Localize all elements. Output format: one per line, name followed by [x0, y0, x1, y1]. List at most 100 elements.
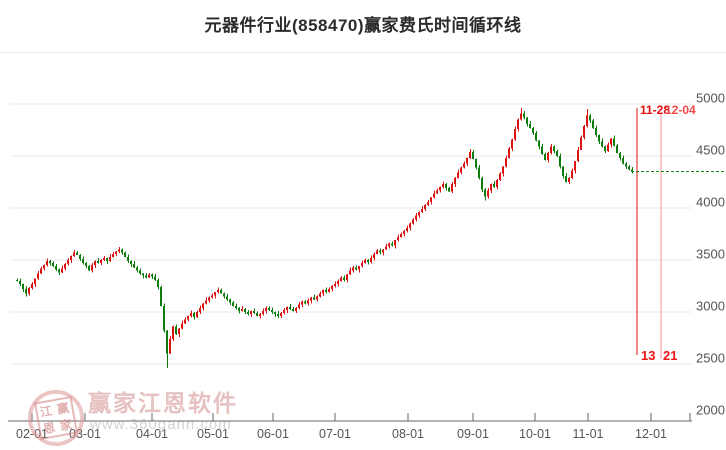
candle-body — [160, 287, 162, 306]
candle-wick — [143, 273, 144, 279]
candle-body — [454, 177, 456, 185]
candle-body — [616, 145, 618, 153]
candle-body — [148, 274, 150, 278]
candle-body — [109, 256, 111, 262]
candle-body — [610, 138, 612, 145]
candle-body — [310, 297, 312, 301]
candle-body — [538, 140, 540, 147]
x-axis-label: 02-01 — [16, 427, 48, 441]
candle-body — [25, 289, 27, 294]
candle-body — [598, 135, 600, 142]
candle-body — [328, 289, 330, 293]
candle-body — [172, 326, 174, 340]
candle-body — [163, 305, 165, 331]
candle-body — [619, 152, 621, 159]
candle-body — [631, 169, 633, 172]
candle-body — [481, 177, 483, 190]
candle-body — [505, 158, 507, 167]
candle-body — [325, 290, 327, 293]
candle-body — [139, 270, 141, 274]
candle-body — [124, 252, 126, 257]
candle-body — [214, 292, 216, 296]
candle-body — [193, 313, 195, 318]
candle-body — [217, 290, 219, 293]
candle-body — [613, 138, 615, 146]
candle-body — [16, 279, 18, 281]
candle-body — [349, 270, 351, 275]
candle-body — [118, 249, 120, 252]
candle-body — [301, 301, 303, 305]
candle-body — [145, 275, 147, 278]
candle-body — [115, 251, 117, 254]
x-axis-label: 05-01 — [197, 427, 229, 441]
candle-body — [421, 209, 423, 213]
candle-body — [76, 252, 78, 255]
candle-body — [31, 283, 33, 289]
candle-body — [28, 288, 30, 294]
candle-body — [337, 280, 339, 284]
candle-body — [91, 265, 93, 271]
candle-body — [121, 249, 123, 253]
candle-body — [133, 264, 135, 268]
y-axis-label: 4000 — [696, 195, 725, 210]
candle-body — [376, 250, 378, 254]
candle-body — [88, 266, 90, 271]
x-axis-label: 04-01 — [136, 427, 168, 441]
candle-body — [394, 240, 396, 246]
candle-body — [343, 277, 345, 280]
candle-body — [373, 253, 375, 258]
candle-body — [559, 156, 561, 167]
candle-body — [436, 190, 438, 194]
candle-wick — [275, 311, 276, 317]
candle-body — [52, 263, 54, 267]
x-axis-label: 06-01 — [257, 427, 289, 441]
candle-body — [361, 263, 363, 267]
candle-body — [415, 215, 417, 220]
cycle-line-2-fib-number: 21 — [663, 348, 678, 363]
candle-body — [604, 146, 606, 151]
candle-body — [175, 326, 177, 334]
candle-body — [277, 314, 279, 317]
y-axis-label: 4500 — [696, 143, 725, 158]
candle-body — [445, 184, 447, 189]
candle-body — [127, 256, 129, 262]
candle-body — [526, 117, 528, 124]
candle-body — [514, 128, 516, 140]
candle-body — [19, 280, 21, 284]
candle-body — [355, 267, 357, 270]
candle-body — [532, 127, 534, 134]
candle-body — [397, 237, 399, 241]
candle-body — [427, 201, 429, 205]
candle-body — [556, 150, 558, 156]
candle-body — [478, 167, 480, 178]
candle-body — [388, 243, 390, 247]
candle-body — [583, 125, 585, 138]
candle-body — [151, 274, 153, 277]
candle-body — [520, 113, 522, 120]
candle-body — [199, 307, 201, 312]
candle-body — [544, 153, 546, 161]
candle-body — [595, 127, 597, 136]
candle-body — [244, 308, 246, 312]
page-title: 元器件行业(858470)赢家费氏时间循环线 — [204, 16, 522, 35]
candle-body — [313, 297, 315, 300]
candle-body — [247, 312, 249, 315]
candle-body — [400, 234, 402, 238]
candle-body — [229, 299, 231, 303]
candle-body — [448, 188, 450, 192]
candle-body — [283, 309, 285, 314]
candle-body — [259, 314, 261, 317]
candle-body — [280, 313, 282, 317]
candle-body — [508, 148, 510, 159]
candle-body — [430, 197, 432, 202]
candle-body — [298, 304, 300, 308]
candle-body — [499, 173, 501, 180]
candle-body — [223, 293, 225, 297]
candle-body — [289, 306, 291, 309]
candle-body — [184, 319, 186, 324]
candle-body — [625, 163, 627, 167]
candle-body — [79, 254, 81, 259]
candle-body — [451, 184, 453, 192]
x-axis-label: 10-01 — [519, 427, 551, 441]
